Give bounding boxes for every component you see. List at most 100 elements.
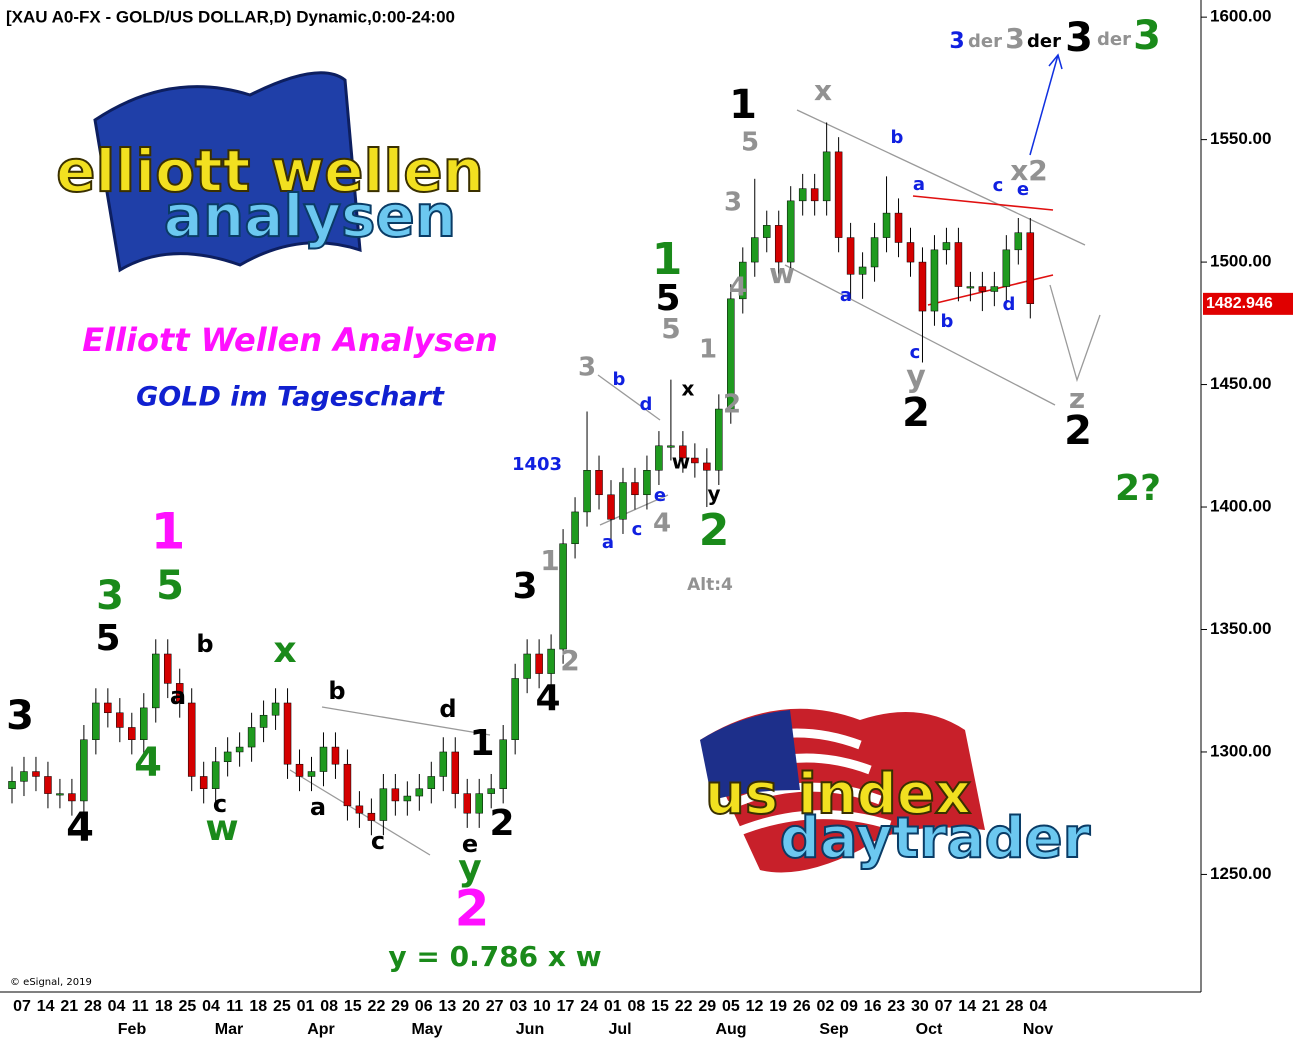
candle-body (32, 772, 39, 777)
candle-body (596, 470, 603, 494)
caption: GOLD im Tageschart (136, 382, 445, 413)
wave-label: a (602, 532, 614, 553)
wave-label: 3 (1005, 22, 1024, 55)
x-tick-label: 06 (415, 998, 433, 1015)
x-tick-label: 21 (60, 998, 78, 1015)
candle-body (368, 813, 375, 820)
wave-label: 1 (540, 544, 559, 577)
candle-body (188, 703, 195, 776)
x-tick-label: 23 (887, 998, 905, 1015)
candle-body (871, 238, 878, 267)
month-label: Apr (307, 1021, 335, 1038)
wave-label: der (1097, 29, 1131, 50)
x-tick-label: 29 (391, 998, 409, 1015)
x-tick-label: 13 (438, 998, 456, 1015)
candle-body (476, 794, 483, 814)
candle-body (440, 752, 447, 776)
candle-body (200, 776, 207, 788)
candle-body (787, 201, 794, 262)
candle-body (991, 287, 998, 292)
candle-body (763, 225, 770, 237)
candle-body (907, 242, 914, 262)
copyright: © eSignal, 2019 (10, 977, 92, 988)
candle-body (44, 776, 51, 793)
wave-label: a (170, 682, 186, 710)
wave-label: 4 (535, 678, 560, 719)
wave-label: w (672, 450, 690, 474)
wave-label: 2 (1064, 408, 1092, 454)
month-label: Jun (516, 1021, 544, 1038)
x-tick-label: 19 (769, 998, 787, 1015)
x-tick-label: 26 (793, 998, 811, 1015)
x-tick-label: 22 (368, 998, 386, 1015)
candle-body (931, 250, 938, 311)
candle-body (524, 654, 531, 678)
month-label: May (411, 1021, 442, 1038)
wave-label: 2 (455, 880, 490, 938)
candle-body (284, 703, 291, 764)
x-tick-label: 04 (1029, 998, 1047, 1015)
candle-body (512, 678, 519, 739)
x-tick-label: 11 (132, 998, 149, 1015)
candle-body (500, 740, 507, 789)
wave-label: w (769, 257, 795, 290)
candle-body (296, 764, 303, 776)
candle-body (140, 708, 147, 740)
x-tick-label: 17 (557, 998, 575, 1015)
wave-label: y = 0.786 x w (388, 940, 601, 973)
wave-label: x (682, 377, 695, 401)
wave-label: 2? (1115, 468, 1161, 509)
wave-label: der (968, 31, 1002, 52)
x-tick-label: 16 (864, 998, 882, 1015)
candle-body (356, 806, 363, 813)
candle-body (56, 794, 63, 796)
x-tick-label: 24 (580, 998, 598, 1015)
logo-text: daytrader (780, 806, 1091, 871)
candle-body (1027, 233, 1034, 304)
candle-body (428, 776, 435, 788)
wave-label: c (632, 519, 643, 540)
x-tick-label: 29 (698, 998, 716, 1015)
wave-label: 5 (661, 312, 680, 345)
y-tick-label: 1400.00 (1210, 497, 1271, 516)
month-label: Mar (215, 1021, 243, 1038)
x-tick-label: 03 (509, 998, 527, 1015)
wave-label: 1 (699, 335, 717, 365)
y-tick-label: 1450.00 (1210, 374, 1271, 393)
x-tick-label: 09 (840, 998, 858, 1015)
wave-label: Alt:4 (687, 575, 733, 595)
candle-body (464, 794, 471, 814)
candle-body (895, 213, 902, 242)
wave-label: 2 (560, 644, 579, 677)
candle-body (1015, 233, 1022, 250)
wave-label: 3 (724, 188, 742, 218)
x-tick-label: 07 (13, 998, 31, 1015)
wave-label: 3 (6, 693, 34, 739)
y-tick-label: 1550.00 (1210, 129, 1271, 148)
wave-label: 5 (156, 563, 184, 609)
wave-label: d (640, 394, 653, 415)
wave-label: 1 (151, 503, 186, 561)
x-tick-label: 18 (249, 998, 267, 1015)
candle-body (92, 703, 99, 740)
x-tick-label: 12 (746, 998, 764, 1015)
month-label: Nov (1023, 1021, 1053, 1038)
x-tick-label: 01 (604, 998, 622, 1015)
candle-body (452, 752, 459, 794)
chart: elliott wellen analysen us index daytrad… (0, 0, 1295, 1039)
candle-body (691, 458, 698, 463)
candle-body (404, 796, 411, 801)
candle-body (619, 483, 626, 520)
candle-body (835, 152, 842, 238)
wave-label: b (941, 311, 954, 332)
candle-body (116, 713, 123, 728)
x-tick-label: 20 (462, 998, 480, 1015)
y-tick-label: 1250.00 (1210, 864, 1271, 883)
x-tick-label: 14 (37, 998, 55, 1015)
x-tick-label: 22 (675, 998, 693, 1015)
wave-label: x2 (1010, 154, 1048, 187)
candle-body (847, 238, 854, 275)
wave-label: 4 (66, 805, 94, 851)
x-tick-label: 08 (320, 998, 338, 1015)
y-tick-label: 1500.00 (1210, 252, 1271, 271)
